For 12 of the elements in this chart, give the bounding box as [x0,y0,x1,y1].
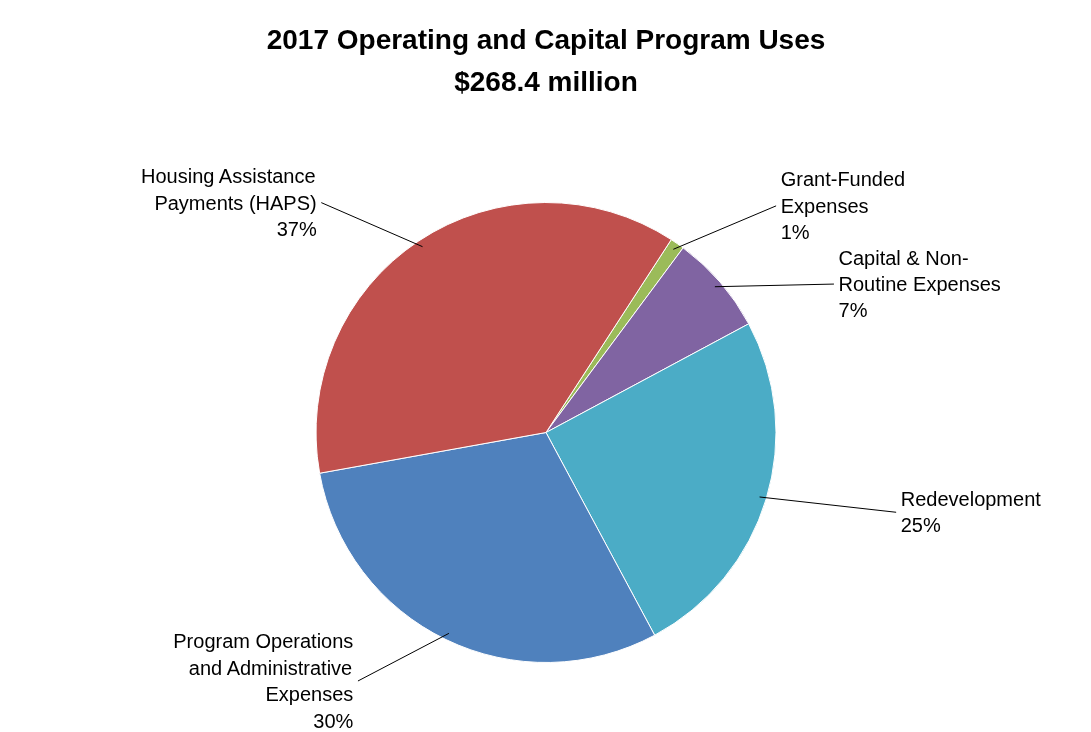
slice-label: Program Operations and Administrative Expenses [173,630,354,706]
slice-label: Redevelopment [900,488,1042,511]
data-label: 25% [900,514,941,537]
data-label: 30% [313,709,354,732]
data-label: 7% [838,299,868,322]
data-label: 1% [780,221,810,244]
chart-subtitle: $268.4 million [454,65,638,97]
slice-label: Grant-Funded Expenses [780,168,906,217]
data-label: 37% [276,218,317,241]
chart-title: 2017 Operating and Capital Program Uses [266,24,826,56]
slice-label: Capital & Non-Routine Expenses [838,246,1001,296]
slice-label: Housing Assistance Payments (HAPS) [141,165,317,214]
